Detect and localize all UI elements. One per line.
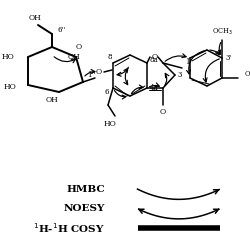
Text: 8: 8 xyxy=(108,53,112,61)
Text: $^{1}$H-$^{1}$H COSY: $^{1}$H-$^{1}$H COSY xyxy=(33,221,105,235)
Text: 6: 6 xyxy=(104,88,109,96)
Text: OH: OH xyxy=(28,14,42,22)
Text: O: O xyxy=(76,43,82,51)
Text: 4a: 4a xyxy=(150,84,159,92)
Text: OCH$_3$: OCH$_3$ xyxy=(244,70,250,80)
Text: OH: OH xyxy=(46,96,59,104)
Text: HO: HO xyxy=(1,53,14,61)
Text: HO: HO xyxy=(104,120,117,128)
Text: O: O xyxy=(96,68,102,76)
Text: O: O xyxy=(152,53,158,61)
Text: HMBC: HMBC xyxy=(66,185,105,193)
Text: 8a: 8a xyxy=(150,56,159,64)
Text: 6'': 6'' xyxy=(57,26,65,34)
Text: O: O xyxy=(160,108,166,116)
Text: OH: OH xyxy=(68,53,81,61)
Text: 3': 3' xyxy=(226,54,232,62)
Text: 1'': 1'' xyxy=(87,71,95,79)
Text: 1': 1' xyxy=(185,58,192,66)
Text: 3: 3 xyxy=(178,71,182,79)
Text: HO: HO xyxy=(3,83,16,91)
Text: OCH$_3$: OCH$_3$ xyxy=(212,27,233,37)
Text: NOESY: NOESY xyxy=(64,204,105,213)
